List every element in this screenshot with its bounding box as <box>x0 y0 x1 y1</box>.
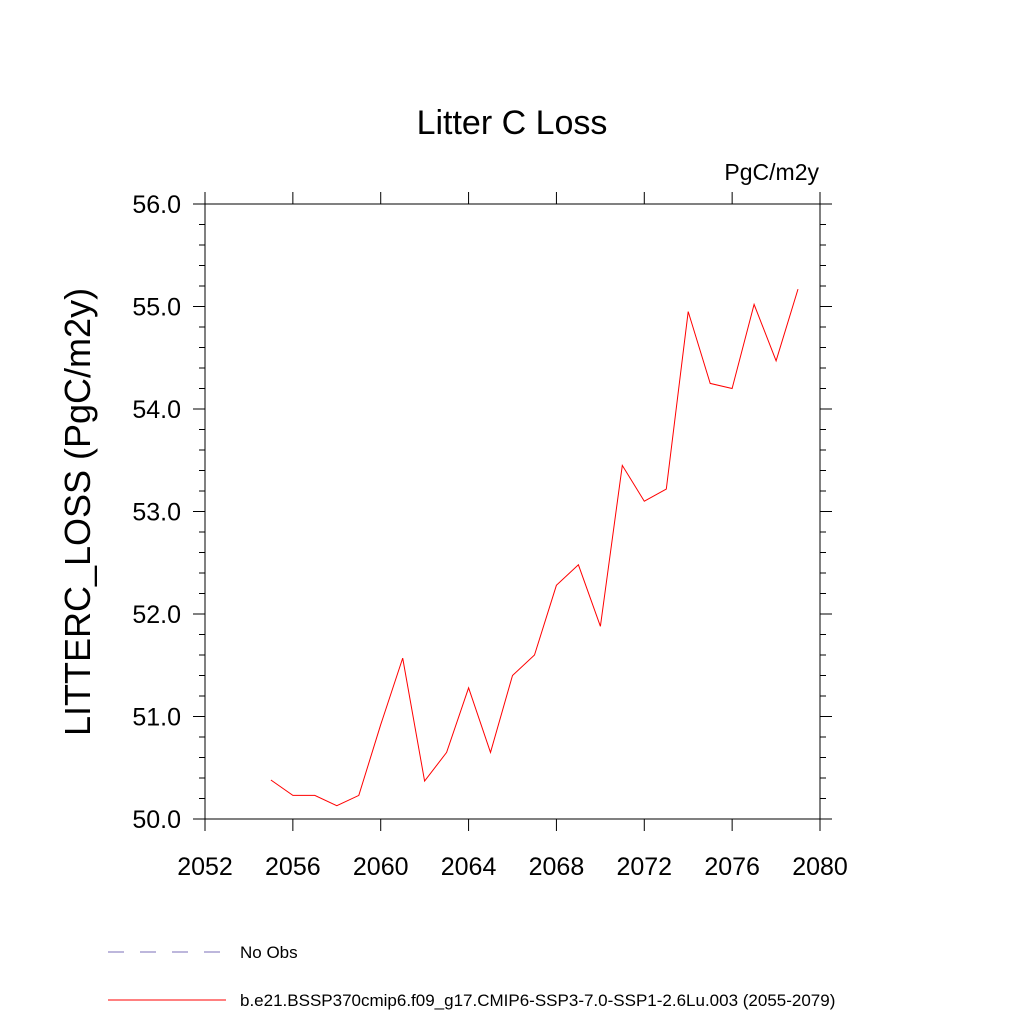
chart-title: Litter C Loss <box>417 104 608 142</box>
y-tick-label: 52.0 <box>132 601 181 629</box>
x-tick-label: 2064 <box>441 853 497 881</box>
x-tick-label: 2072 <box>616 853 672 881</box>
legend-label-0: No Obs <box>240 943 298 962</box>
x-tick-label: 2056 <box>265 853 321 881</box>
axis-ticks: 2052 2056 2060 2064 2068 2072 2076 2080 50.0 51.0… <box>132 191 847 881</box>
x-tick-label: 2052 <box>177 853 233 881</box>
y-axis-label: LITTERC_LOSS (PgC/m2y) <box>57 288 98 736</box>
units-label: PgC/m2y <box>724 159 819 185</box>
legend: No Obs b.e21.BSSP370cmip6.f09_g17.CMIP6-S… <box>108 943 835 1010</box>
x-tick-label: 2068 <box>529 853 585 881</box>
y-tick-label: 56.0 <box>132 191 181 219</box>
legend-label-1: b.e21.BSSP370cmip6.f09_g17.CMIP6-SSP3-7.… <box>240 991 835 1010</box>
y-tick-label: 51.0 <box>132 704 181 732</box>
y-tick-label: 55.0 <box>132 294 181 322</box>
x-tick-label: 2080 <box>792 853 848 881</box>
x-tick-label: 2076 <box>704 853 760 881</box>
y-tick-label: 53.0 <box>132 499 181 527</box>
data-series <box>270 288 799 807</box>
series-line-1 <box>270 288 799 807</box>
y-tick-label: 54.0 <box>132 396 181 424</box>
x-tick-label: 2060 <box>353 853 409 881</box>
y-tick-label: 50.0 <box>132 806 181 834</box>
plot-frame <box>204 203 821 820</box>
